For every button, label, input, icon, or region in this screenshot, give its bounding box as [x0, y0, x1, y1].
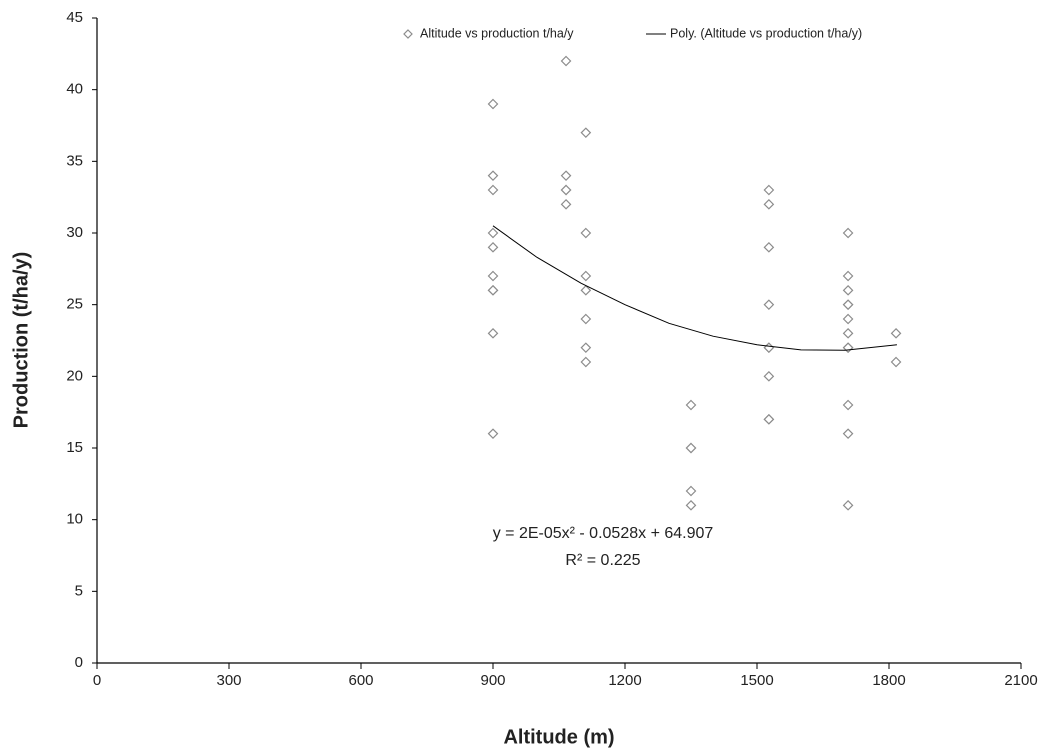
point: [560, 55, 572, 67]
y-tick-label: 0: [75, 654, 83, 671]
point: [685, 485, 697, 497]
y-tick-label: 20: [66, 367, 83, 384]
point: [842, 327, 854, 339]
point: [560, 170, 572, 182]
y-axis-title: Production (t/ha/y): [10, 252, 32, 429]
point: [487, 428, 499, 440]
point: [580, 127, 592, 139]
point: [685, 442, 697, 454]
x-tick-label: 1500: [740, 672, 773, 689]
point: [763, 413, 775, 425]
point: [763, 299, 775, 311]
x-tick-label: 600: [348, 672, 373, 689]
point: [842, 342, 854, 354]
point: [487, 184, 499, 196]
x-tick-label: 1800: [872, 672, 905, 689]
x-tick-label: 0: [93, 672, 101, 689]
x-tick-label: 1200: [608, 672, 641, 689]
y-tick-label: 10: [66, 511, 83, 528]
point: [487, 170, 499, 182]
point: [487, 241, 499, 253]
point: [763, 342, 775, 354]
point: [487, 327, 499, 339]
point: [842, 299, 854, 311]
legend-label: Poly. (Altitude vs production t/ha/y): [670, 26, 862, 40]
point: [580, 284, 592, 296]
point: [487, 284, 499, 296]
y-tick-label: 25: [66, 296, 83, 313]
x-tick-label: 2100: [1004, 672, 1037, 689]
y-tick-label: 35: [66, 152, 83, 169]
x-tick-label: 900: [480, 672, 505, 689]
point: [842, 428, 854, 440]
point: [580, 227, 592, 239]
y-tick-label: 45: [66, 9, 83, 26]
point: [560, 198, 572, 210]
point: [763, 198, 775, 210]
point: [842, 270, 854, 282]
point: [842, 284, 854, 296]
point: [890, 356, 902, 368]
point: [560, 184, 572, 196]
point: [763, 370, 775, 382]
point: [487, 227, 499, 239]
point: [842, 227, 854, 239]
point: [842, 313, 854, 325]
y-tick-label: 30: [66, 224, 83, 241]
point: [685, 399, 697, 411]
x-tick-label: 300: [216, 672, 241, 689]
point: [890, 327, 902, 339]
legend-marker: [403, 29, 413, 39]
annotation: y = 2E-05x² - 0.0528x + 64.907: [493, 525, 714, 542]
point: [580, 342, 592, 354]
legend-label: Altitude vs production t/ha/y: [420, 26, 574, 40]
y-tick-label: 5: [75, 582, 83, 599]
annotation: R² = 0.225: [565, 552, 640, 569]
point: [580, 313, 592, 325]
point: [842, 399, 854, 411]
point: [580, 356, 592, 368]
y-tick-label: 15: [66, 439, 83, 456]
trendline: [492, 225, 897, 351]
point: [487, 98, 499, 110]
point: [580, 270, 592, 282]
point: [685, 499, 697, 511]
x-axis-title: Altitude (m): [503, 726, 614, 748]
point: [763, 184, 775, 196]
point: [763, 241, 775, 253]
y-tick-label: 40: [66, 81, 83, 98]
point: [842, 499, 854, 511]
point: [487, 270, 499, 282]
